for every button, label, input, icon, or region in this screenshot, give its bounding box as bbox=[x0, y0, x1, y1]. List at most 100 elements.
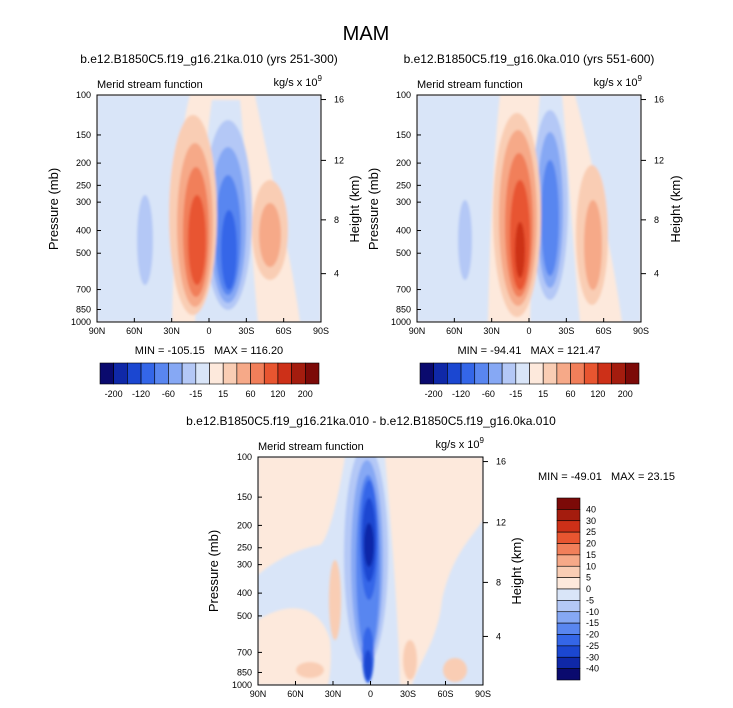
y-tick-label: 400 bbox=[76, 226, 91, 236]
y-tick-label: 1000 bbox=[391, 317, 411, 327]
colorbar-label: 120 bbox=[270, 389, 285, 399]
contour-pos-level bbox=[188, 195, 206, 285]
contour-pos-level bbox=[584, 200, 602, 290]
colorbar-swatch bbox=[542, 362, 558, 385]
colorbar-swatch bbox=[277, 362, 292, 385]
y-tick-label: 250 bbox=[237, 543, 252, 553]
colorbar-label: -120 bbox=[132, 389, 150, 399]
y2-tick-label: 16 bbox=[496, 457, 506, 467]
colorbar-label: -10 bbox=[586, 607, 599, 617]
x-tick-label: 90N bbox=[250, 689, 267, 699]
colorbar-swatch bbox=[556, 611, 581, 624]
colorbar-label: -30 bbox=[586, 652, 599, 662]
x-tick-label: 60N bbox=[446, 326, 463, 336]
colorbar-label: -25 bbox=[586, 641, 599, 651]
colorbar-swatch bbox=[460, 362, 476, 385]
contour-neg-outer bbox=[575, 95, 641, 322]
colorbar-swatch bbox=[209, 362, 224, 385]
x-tick-label: 60N bbox=[287, 689, 304, 699]
colorbar-swatch bbox=[474, 362, 489, 385]
colorbar: -200 -120 -60 -15 15 60 120 200 bbox=[419, 362, 640, 399]
x-tick-label: 90S bbox=[313, 326, 329, 336]
colorbar-swatch bbox=[556, 600, 581, 613]
colorbar-label: -120 bbox=[452, 389, 470, 399]
x-tick-label: 30N bbox=[325, 689, 342, 699]
y2-tick-label: 8 bbox=[496, 577, 501, 587]
colorbar-label: 20 bbox=[586, 539, 596, 549]
colorbar-swatch bbox=[140, 362, 156, 385]
units-label: kg/s x 109 bbox=[274, 74, 323, 89]
y-tick-label: 100 bbox=[76, 90, 91, 100]
contour-pos-level bbox=[296, 662, 324, 678]
contour-pos-outer bbox=[385, 457, 483, 685]
y2-tick-label: 16 bbox=[654, 95, 664, 105]
colorbar-label: 30 bbox=[586, 516, 596, 526]
panel-bottom: b.e12.B1850C5.f19_g16.21ka.010 - b.e12.B… bbox=[186, 414, 675, 699]
x-tick-label: 30N bbox=[483, 326, 500, 336]
colorbar-swatch bbox=[556, 520, 581, 533]
y2-axis-label: Height (km) bbox=[347, 175, 362, 242]
y-tick-label: 500 bbox=[237, 611, 252, 621]
y-axis-label: Pressure (mb) bbox=[206, 530, 221, 612]
contour-field bbox=[417, 95, 641, 322]
y2-axis-label: Height (km) bbox=[668, 175, 683, 242]
colorbar-label: -40 bbox=[586, 664, 599, 674]
y-tick-label: 500 bbox=[76, 248, 91, 258]
y-tick-label: 1000 bbox=[71, 317, 91, 327]
y-tick-label: 400 bbox=[396, 226, 411, 236]
colorbar-swatch bbox=[597, 362, 612, 385]
colorbar-swatch bbox=[556, 622, 581, 635]
colorbar-swatch bbox=[515, 362, 530, 385]
colorbar-swatch bbox=[263, 362, 279, 385]
y-tick-label: 700 bbox=[76, 285, 91, 295]
colorbar-label: 25 bbox=[586, 527, 596, 537]
contour-pos-level bbox=[259, 203, 281, 267]
colorbar-label: -200 bbox=[425, 389, 443, 399]
colorbar-swatch bbox=[222, 362, 238, 385]
x-tick-label: 30S bbox=[558, 326, 574, 336]
colorbar-label: -60 bbox=[162, 389, 175, 399]
contour-neg-level bbox=[541, 160, 559, 276]
y-tick-label: 400 bbox=[237, 588, 252, 598]
y-tick-label: 850 bbox=[396, 305, 411, 315]
y-tick-label: 300 bbox=[396, 197, 411, 207]
x-tick-label: 30N bbox=[163, 326, 180, 336]
x-tick-label: 30S bbox=[238, 326, 254, 336]
colorbar-swatch bbox=[181, 362, 197, 385]
y2-tick-label: 12 bbox=[654, 155, 664, 165]
y2-tick-label: 8 bbox=[654, 215, 659, 225]
colorbar-swatch bbox=[305, 362, 320, 385]
colorbar-swatch bbox=[556, 497, 581, 510]
x-axis: 90N 60N 30N 0 30S 60S 90S bbox=[409, 318, 649, 336]
colorbar-label: -15 bbox=[586, 618, 599, 628]
colorbar-label: -60 bbox=[482, 389, 495, 399]
colorbar-swatch bbox=[488, 362, 503, 385]
colorbar-label: -15 bbox=[189, 389, 202, 399]
colorbar-label: 0 bbox=[586, 584, 591, 594]
y-tick-label: 1000 bbox=[232, 680, 252, 690]
x-tick-label: 0 bbox=[526, 326, 531, 336]
colorbar-swatch bbox=[583, 362, 599, 385]
y-tick-label: 250 bbox=[76, 180, 91, 190]
colorbar-swatch bbox=[419, 362, 434, 385]
y-tick-label: 150 bbox=[237, 492, 252, 502]
colorbar-label: 120 bbox=[590, 389, 605, 399]
y2-tick-label: 12 bbox=[496, 518, 506, 528]
contour-neg-outer bbox=[255, 95, 321, 322]
colorbar-swatch bbox=[556, 645, 581, 658]
colorbar-swatch bbox=[625, 362, 640, 385]
y2-tick-label: 16 bbox=[334, 95, 344, 105]
x-tick-label: 0 bbox=[368, 689, 373, 699]
colorbar-swatch bbox=[556, 668, 581, 681]
y2-tick-label: 4 bbox=[334, 269, 339, 279]
x-axis: 90N 60N 30N 0 30S 60S 90S bbox=[89, 318, 329, 336]
panel-left-label: Merid stream function bbox=[417, 79, 523, 91]
colorbar-label: -200 bbox=[105, 389, 123, 399]
y-tick-label: 850 bbox=[237, 667, 252, 677]
colorbar-label: 200 bbox=[298, 389, 313, 399]
colorbar-swatch bbox=[99, 362, 114, 385]
y2-tick-label: 4 bbox=[654, 269, 659, 279]
y-axis-right: 16 12 8 4 bbox=[641, 95, 664, 279]
stats-label: MIN = -105.15 MAX = 116.20 bbox=[135, 345, 283, 357]
